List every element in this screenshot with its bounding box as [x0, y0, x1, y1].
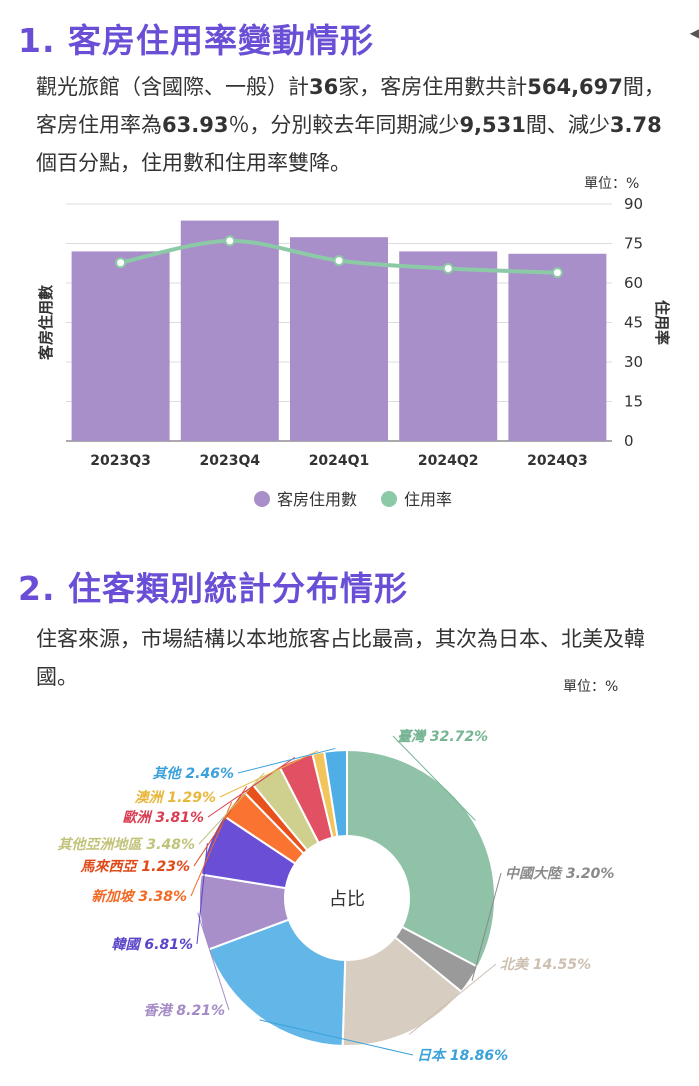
legend-bar-marker [254, 491, 270, 507]
section2-paragraph: 住客來源，市場結構以本地旅客占比最高，其次為日本、北美及韓國。 [36, 627, 645, 689]
leader-line [207, 756, 296, 818]
slice-label: 北美 14.55% [500, 956, 591, 973]
donut-center-label: 占比 [329, 889, 365, 910]
slice-label: 新加坡 3.38% [92, 888, 187, 905]
chart2-unit-label: 單位：% [563, 679, 619, 695]
x-tick-label: 2024Q1 [309, 453, 370, 469]
rate-point-2024Q1 [333, 255, 345, 267]
bar-2024Q3 [508, 253, 607, 441]
chart1-unit-label: 單位：% [584, 176, 640, 192]
leader-line [237, 747, 336, 774]
legend-line-label: 住用率 [404, 490, 452, 509]
leader-line [198, 772, 265, 845]
x-tick-label: 2024Q3 [527, 453, 588, 469]
bar-2024Q2 [399, 251, 498, 441]
bar-2024Q1 [290, 237, 388, 441]
edge-arrow-icon: ◀ [689, 26, 699, 40]
section1-title: 1. 客房住用率變動情形 [18, 21, 374, 60]
bar-2023Q4 [180, 220, 279, 441]
y2-tick-label: 45 [624, 314, 643, 332]
leader-line [219, 750, 319, 798]
leader-line [193, 786, 248, 867]
slice-臺灣 [346, 748, 496, 969]
slice-label: 馬來西亞 1.23% [80, 858, 190, 875]
slice-label: 歐洲 3.81% [123, 809, 204, 826]
y2-axis-label: 住用率 [653, 300, 671, 345]
leader-line [408, 963, 497, 1035]
x-tick-label: 2023Q4 [199, 453, 260, 469]
slice-label: 澳洲 1.29% [135, 789, 216, 806]
x-tick-label: 2023Q3 [90, 453, 151, 469]
slice-label: 其他 2.46% [153, 765, 234, 782]
rate-point-2024Q3 [551, 267, 563, 279]
leader-line [392, 735, 476, 821]
section2-title: 2. 住客類別統計分布情形 [18, 569, 408, 608]
leader-line [197, 912, 230, 1011]
slice-label: 臺灣 32.72% [397, 728, 488, 745]
y2-tick-label: 0 [624, 432, 634, 450]
legend-bar-label: 客房住用數 [277, 490, 357, 509]
guest-distribution-chart: 臺灣 32.72% 中國大陸 3.20% 北美 14.55% 日本 18.86% 香港 … [58, 728, 615, 1064]
slice-label: 香港 8.21% [144, 1002, 225, 1019]
y2-tick-label: 90 [624, 195, 643, 213]
y2-tick-label: 15 [624, 393, 643, 411]
y2-tick-label: 75 [624, 235, 643, 253]
leader-line [259, 1019, 414, 1056]
slice-label: 日本 18.86% [417, 1047, 508, 1064]
leader-line [190, 801, 233, 897]
bar-2023Q3 [71, 251, 170, 441]
leader-line [196, 843, 208, 945]
x-tick-label: 2024Q2 [418, 453, 479, 469]
y-axis-label: 客房住用數 [37, 285, 55, 361]
rate-point-2024Q2 [442, 263, 454, 275]
rate-point-2023Q3 [115, 257, 127, 269]
section1-paragraph: 觀光旅館（含國際、一般）計36家，客房住用數共計564,697間，客房住用率為6… [36, 75, 665, 175]
leader-line [471, 872, 502, 982]
slice-其他 [323, 748, 348, 838]
slice-北美 [341, 935, 463, 1047]
y2-tick-label: 60 [624, 274, 643, 292]
slice-label: 其他亞洲地區 3.48% [58, 836, 195, 853]
slice-label: 中國大陸 3.20% [505, 865, 614, 882]
slice-label: 韓國 6.81% [112, 936, 193, 953]
legend-line-marker [381, 491, 397, 507]
y2-tick-label: 30 [624, 353, 643, 371]
rate-point-2023Q4 [224, 235, 236, 247]
